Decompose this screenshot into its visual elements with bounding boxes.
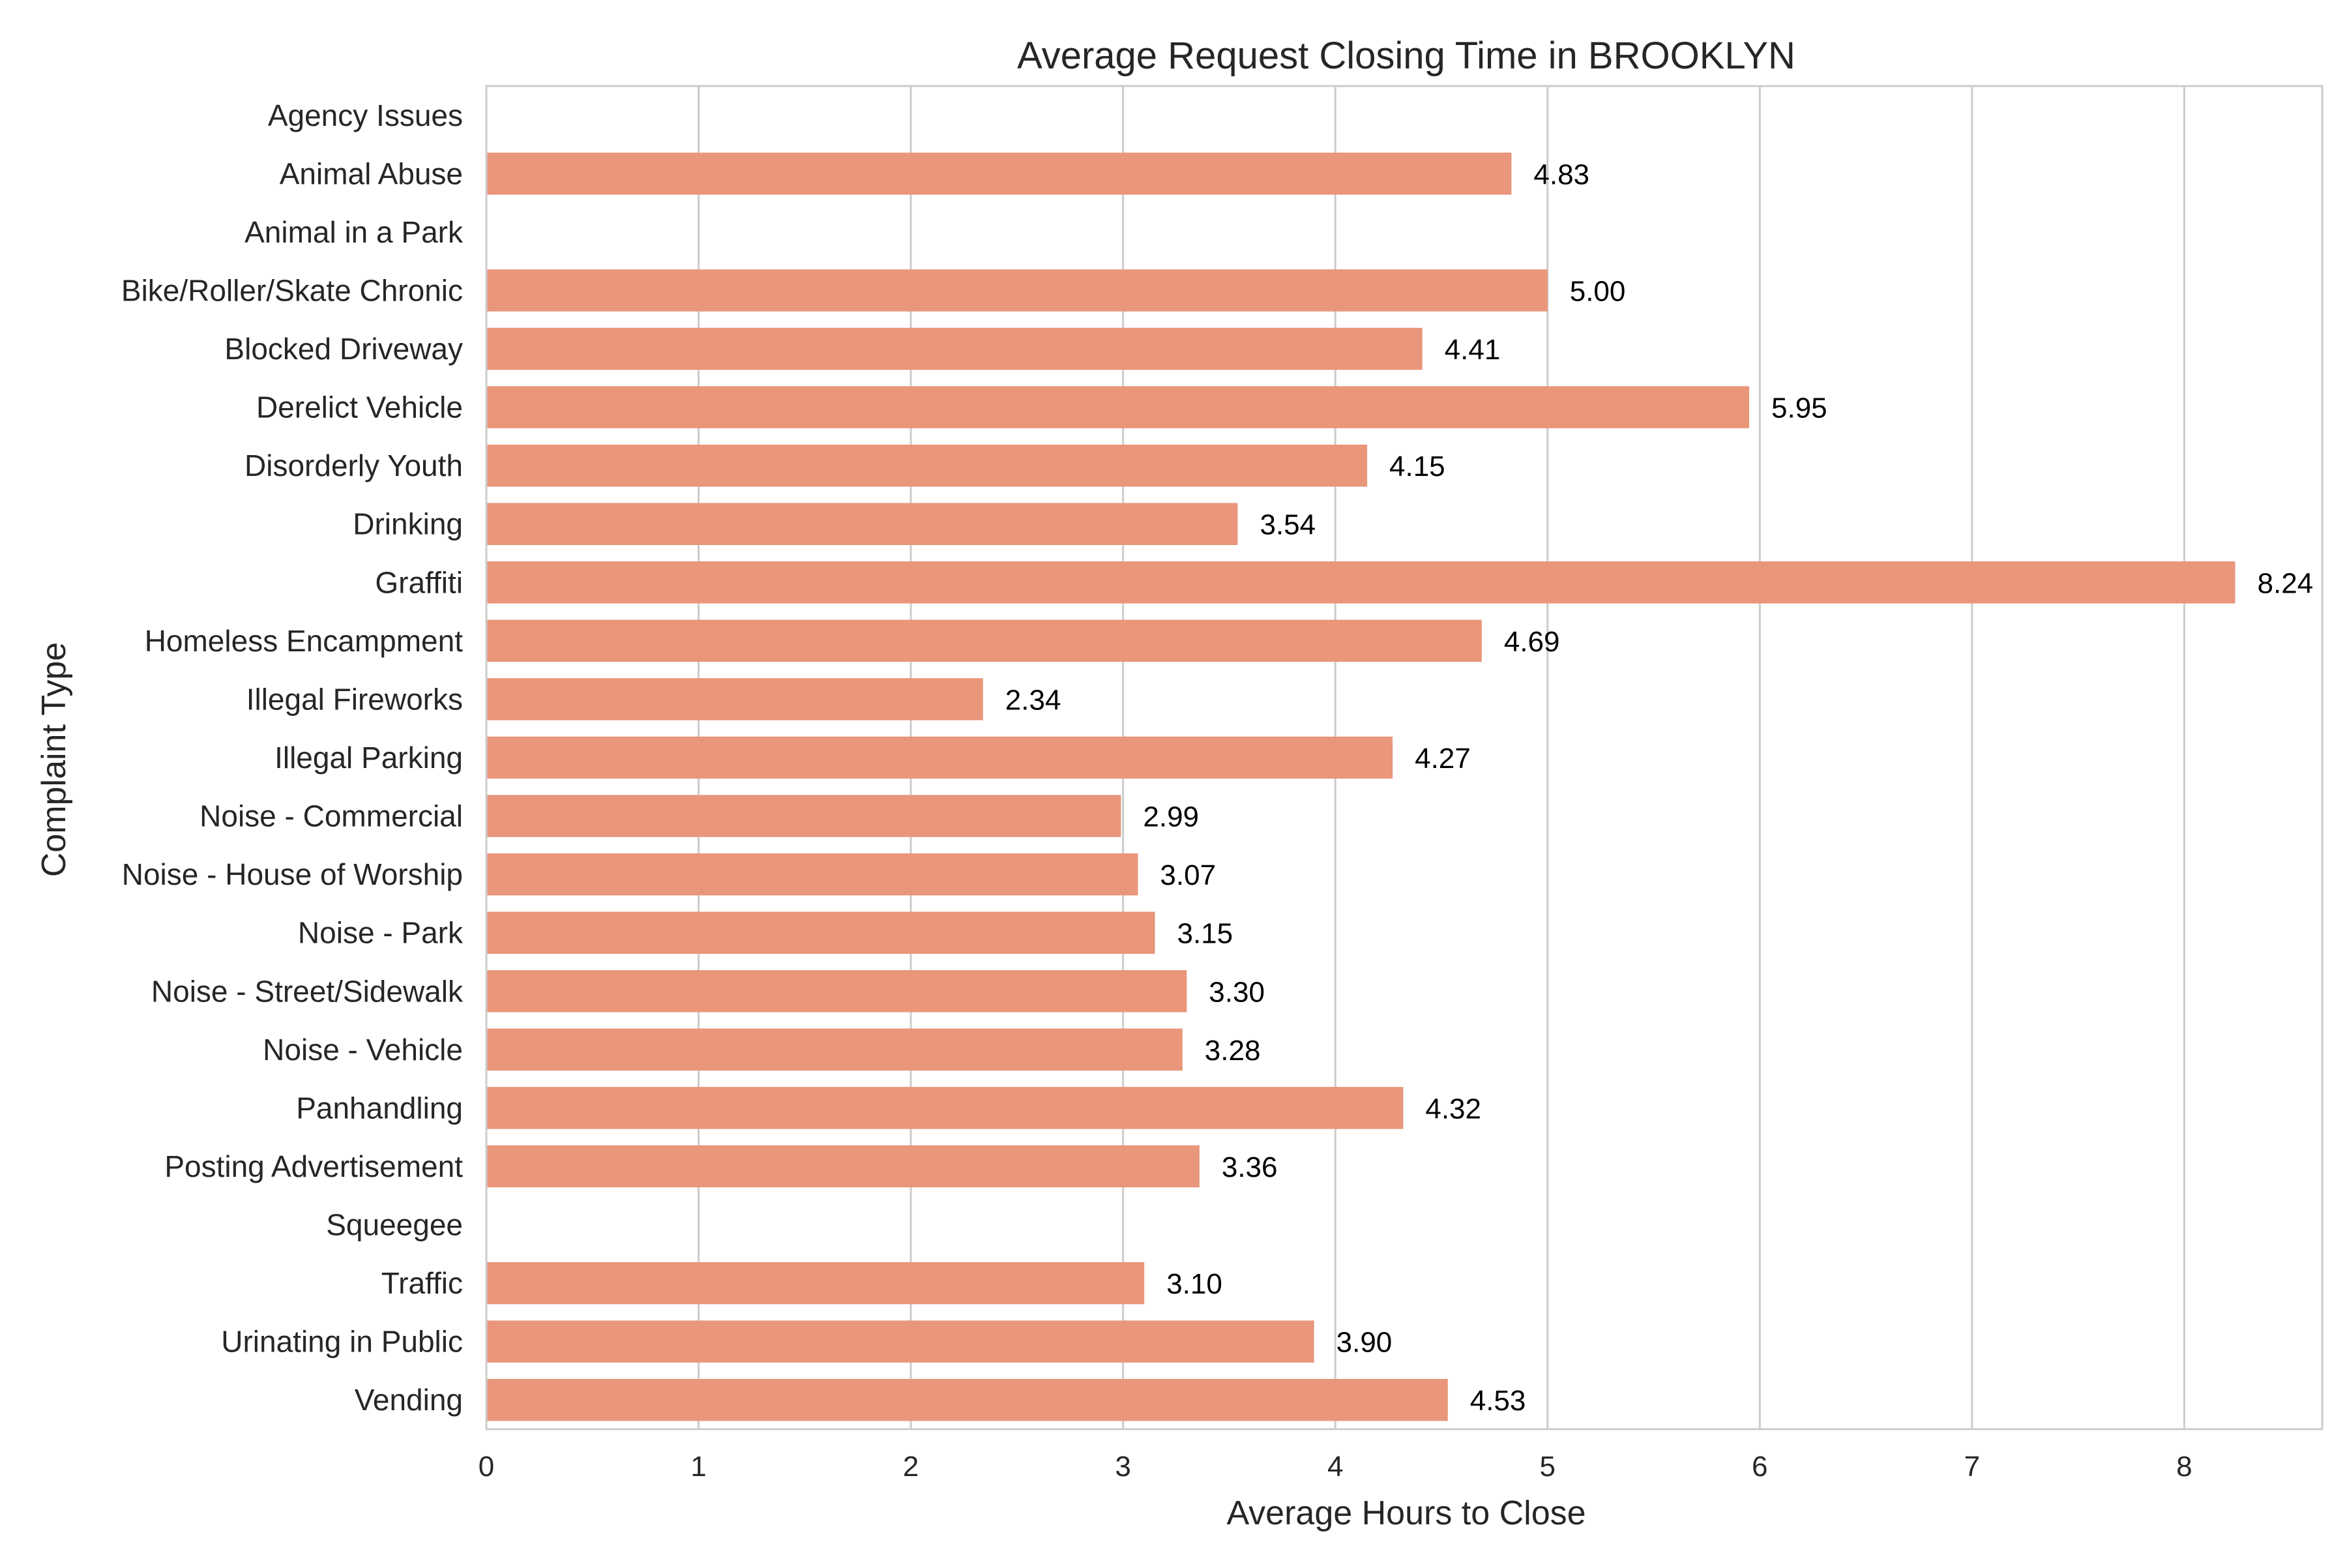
bar-value-label: 3.54	[1260, 509, 1316, 541]
y-tick-label: Urinating in Public	[221, 1325, 463, 1359]
x-tick-label: 6	[1752, 1451, 1767, 1483]
bar	[486, 269, 1548, 312]
bar	[486, 1087, 1404, 1129]
bar	[486, 970, 1187, 1013]
x-tick-label: 7	[1964, 1451, 1980, 1483]
x-tick-label: 4	[1327, 1451, 1343, 1483]
bar	[486, 1028, 1183, 1071]
x-tick-label: 8	[2176, 1451, 2192, 1483]
y-tick-label: Illegal Parking	[274, 741, 463, 775]
y-tick-label: Noise - Vehicle	[263, 1033, 463, 1067]
bar-value-label: 3.10	[1166, 1268, 1222, 1300]
y-tick-label: Graffiti	[375, 565, 463, 599]
bar-value-label: 4.41	[1445, 334, 1501, 366]
bar	[486, 853, 1138, 896]
bar	[486, 561, 2236, 604]
plot-frame	[485, 85, 2324, 1430]
y-tick-label: Illegal Fireworks	[246, 682, 463, 716]
y-tick-label: Vending	[355, 1383, 463, 1417]
bars	[486, 153, 2236, 1421]
plot-border	[485, 85, 2324, 1430]
bar-value-label: 5.95	[1771, 392, 1827, 424]
bar	[486, 1378, 1448, 1421]
bar-value-label: 3.15	[1177, 918, 1233, 950]
y-tick-label: Animal Abuse	[280, 156, 463, 190]
bar	[486, 1262, 1145, 1305]
x-tick-label: 0	[479, 1451, 494, 1483]
bar-value-label: 4.27	[1415, 743, 1471, 775]
bar	[486, 444, 1368, 487]
bar	[486, 503, 1238, 545]
bar-value-label: 3.90	[1336, 1327, 1393, 1359]
y-tick-label: Noise - Commercial	[199, 799, 463, 833]
x-tick-labels: 0 1 2 3 4 5 6 7 8	[479, 1451, 2192, 1483]
x-axis-label: Average Hours to Close	[1226, 1494, 1586, 1532]
y-tick-label: Noise - Park	[298, 916, 464, 950]
bar	[486, 736, 1393, 779]
y-tick-label: Agency Issues	[268, 98, 463, 132]
bar-value-label: 2.34	[1005, 684, 1061, 716]
y-tick-label: Squeegee	[326, 1208, 463, 1242]
bar	[486, 911, 1155, 954]
y-tick-label: Noise - Street/Sidewalk	[151, 974, 464, 1008]
bar-value-label: 3.07	[1160, 859, 1216, 891]
y-tick-labels: Agency Issues Animal Abuse Animal in a Par…	[121, 98, 464, 1417]
value-labels: 4.83 5.00 4.41 5.95 4.15 3.54 8.24 4.69 2.34 4.27…	[1005, 158, 2313, 1417]
bar-value-label: 8.24	[2258, 567, 2314, 599]
y-tick-label: Blocked Driveway	[224, 332, 463, 366]
y-tick-label: Panhandling	[296, 1091, 463, 1125]
bar-value-label: 2.99	[1143, 801, 1199, 833]
chart-title: Average Request Closing Time in BROOKLYN	[1017, 35, 1795, 77]
bar	[486, 327, 1423, 370]
x-tick-label: 5	[1540, 1451, 1556, 1483]
x-tick-label: 3	[1115, 1451, 1130, 1483]
y-tick-label: Drinking	[353, 507, 463, 541]
bar	[486, 795, 1121, 837]
bar	[486, 1320, 1314, 1363]
y-tick-label: Noise - House of Worship	[122, 857, 463, 891]
y-tick-label: Traffic	[381, 1266, 463, 1300]
x-tick-label: 1	[690, 1451, 706, 1483]
bar-value-label: 4.15	[1389, 451, 1445, 482]
y-tick-label: Homeless Encampment	[145, 624, 464, 658]
bar	[486, 386, 1750, 428]
y-tick-label: Derelict Vehicle	[256, 391, 463, 424]
bar-value-label: 3.28	[1205, 1035, 1261, 1067]
bar-value-label: 4.69	[1504, 626, 1560, 658]
x-tick-label: 2	[903, 1451, 919, 1483]
bar-value-label: 3.30	[1209, 976, 1265, 1008]
y-tick-label: Animal in a Park	[244, 215, 464, 249]
y-tick-label: Bike/Roller/Skate Chronic	[121, 273, 463, 307]
bar	[486, 619, 1482, 662]
bar	[486, 153, 1512, 195]
bar-value-label: 4.53	[1470, 1385, 1526, 1417]
bar-value-label: 5.00	[1570, 275, 1626, 307]
bar-value-label: 4.83	[1533, 158, 1589, 190]
y-tick-label: Disorderly Youth	[244, 449, 463, 482]
y-axis-label: Complaint Type	[35, 642, 73, 877]
bar-value-label: 3.36	[1222, 1151, 1278, 1183]
bar-value-label: 4.32	[1425, 1093, 1481, 1125]
y-tick-label: Posting Advertisement	[164, 1149, 463, 1183]
bar	[486, 678, 983, 720]
bar	[486, 1145, 1200, 1188]
